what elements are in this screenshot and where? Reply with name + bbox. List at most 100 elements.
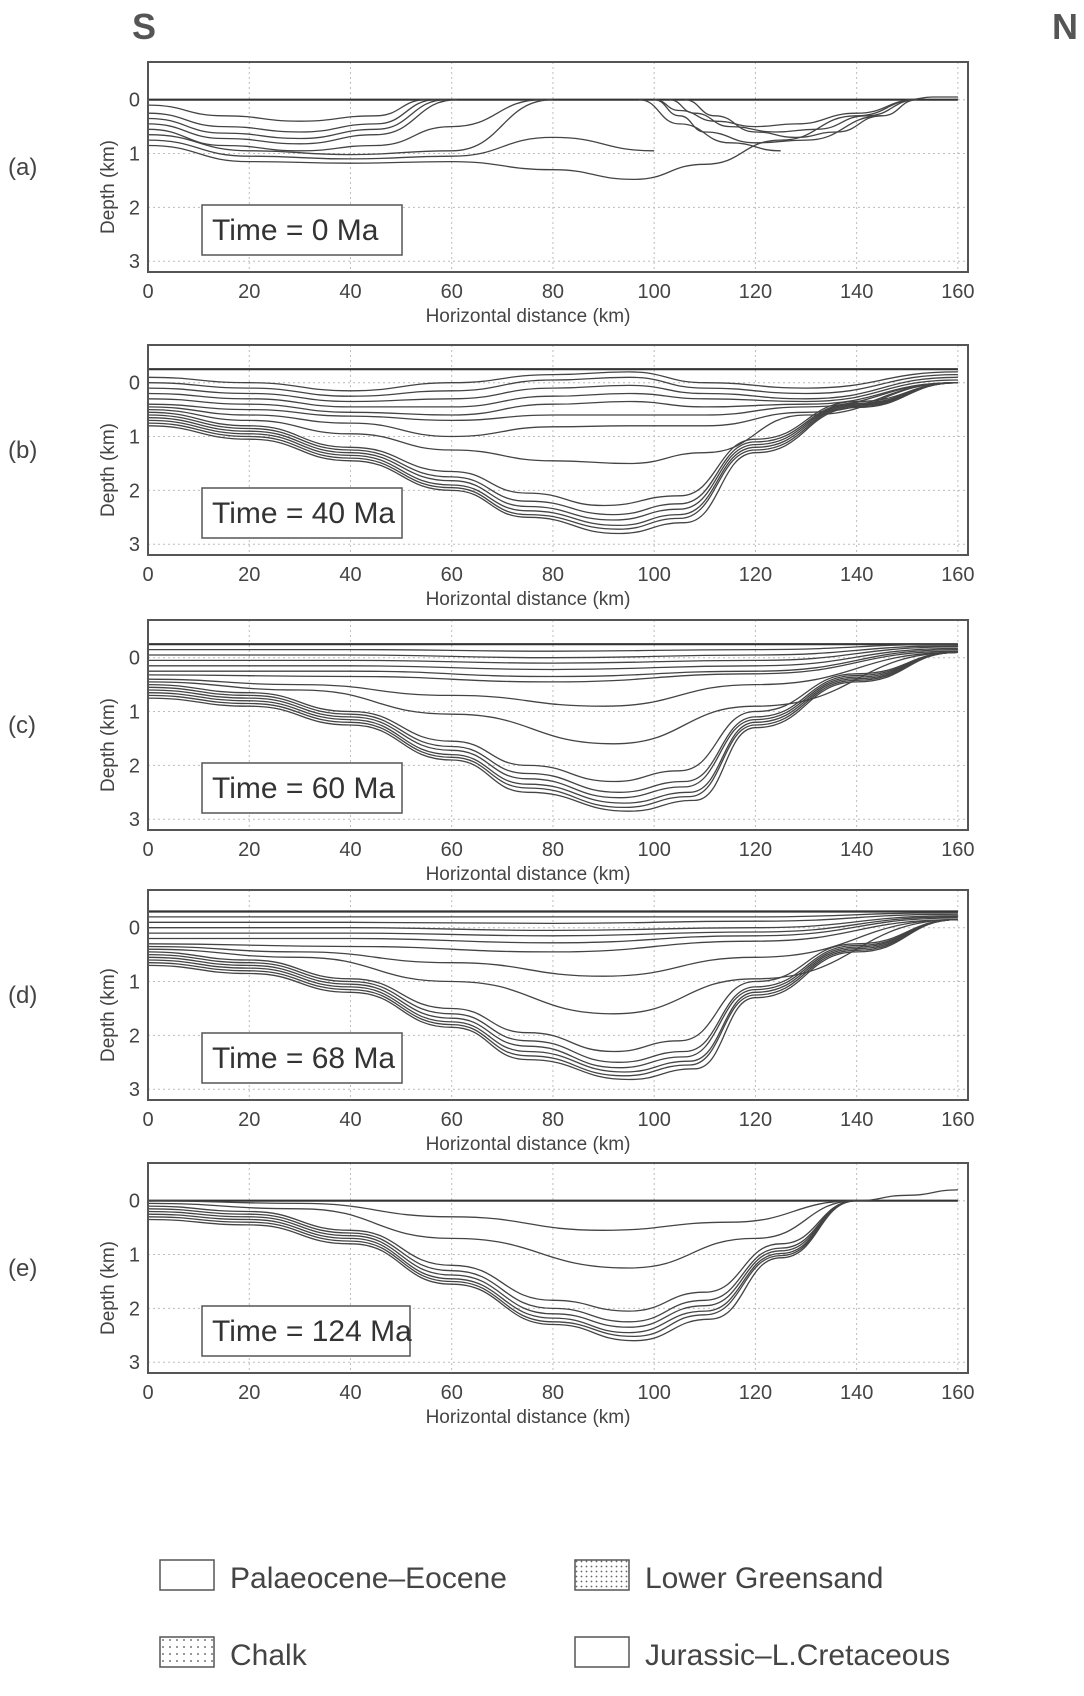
legend-swatch (159, 1636, 215, 1668)
x-tick-label: 100 (637, 564, 670, 586)
horizon-line (147, 1200, 857, 1312)
time-box (201, 204, 403, 256)
x-tick-label: 160 (941, 564, 974, 586)
time-label: Time = 124 Ma (212, 1315, 412, 1348)
legend-item: Palaeocene–Eocene (159, 1559, 507, 1595)
panel-label: (a) (8, 154, 37, 181)
horizon-line (147, 1200, 857, 1338)
horizon-line (654, 99, 883, 144)
horizon-line (147, 651, 958, 793)
x-tick-label: 100 (637, 1382, 670, 1404)
x-tick-label: 20 (238, 281, 260, 303)
x-tick-label: 140 (840, 1382, 873, 1404)
plot-frame (147, 61, 969, 273)
y-tick-label: 3 (129, 1079, 140, 1101)
x-tick-label: 0 (142, 1109, 153, 1131)
horizon-line (148, 646, 958, 664)
horizon-line (148, 913, 958, 925)
horizon-line (147, 136, 655, 160)
x-tick-label: 120 (739, 281, 772, 303)
north-label: N (1052, 6, 1078, 47)
x-axis-label: Horizontal distance (km) (426, 306, 631, 327)
horizon-line (147, 918, 958, 1053)
x-tick-label: 160 (941, 839, 974, 861)
x-tick-label: 40 (339, 1382, 361, 1404)
horizon-line (147, 99, 427, 122)
x-tick-label: 0 (142, 281, 153, 303)
y-tick-label: 2 (129, 755, 140, 777)
legend-label: Jurassic–L.Cretaceous (645, 1639, 950, 1672)
horizon-line (907, 96, 958, 101)
x-tick-label: 60 (441, 564, 463, 586)
horizon-line (147, 918, 958, 977)
horizon-line (147, 376, 958, 403)
horizon-line (147, 382, 958, 530)
panel-a: 0 20 40 60 80 100 120 140 160 0 1 2 3 Horizontal dist… (8, 61, 975, 327)
y-axis-label: Depth (km) (98, 423, 119, 517)
horizon-line (148, 647, 958, 671)
x-axis-label: Horizontal distance (km) (426, 1134, 631, 1155)
horizon-line (147, 651, 958, 707)
horizon-line (148, 911, 958, 918)
time-box (201, 1032, 403, 1084)
south-label: S (132, 6, 156, 47)
x-tick-label: 40 (339, 839, 361, 861)
horizon-line (147, 382, 958, 521)
horizon-line (147, 1200, 857, 1328)
horizon-line (147, 918, 958, 1073)
y-tick-label: 1 (129, 144, 140, 166)
horizon-line (147, 918, 958, 953)
horizon-line (856, 1189, 958, 1202)
horizon-line (147, 99, 918, 181)
horizon-line (147, 918, 958, 1069)
horizon-line (148, 645, 958, 659)
y-tick-label: 0 (129, 90, 140, 112)
horizon-line (147, 651, 958, 804)
horizon-line (147, 1200, 857, 1323)
plot-frame (147, 344, 969, 556)
x-tick-label: 20 (238, 1109, 260, 1131)
time-label: Time = 68 Ma (212, 1042, 395, 1075)
time-label: Time = 60 Ma (212, 772, 395, 805)
y-tick-label: 1 (129, 702, 140, 724)
panel-label: (c) (8, 712, 36, 739)
x-tick-label: 160 (941, 1382, 974, 1404)
y-tick-label: 2 (129, 480, 140, 502)
legend-swatch (574, 1559, 630, 1591)
x-tick-label: 0 (142, 564, 153, 586)
x-tick-label: 120 (739, 1382, 772, 1404)
x-tick-label: 40 (339, 564, 361, 586)
horizon-line (147, 1200, 857, 1269)
y-tick-label: 0 (129, 918, 140, 940)
horizon-line (147, 918, 958, 1081)
legend-item: Jurassic–L.Cretaceous (574, 1636, 950, 1672)
x-tick-label: 40 (339, 1109, 361, 1131)
x-axis-label: Horizontal distance (km) (426, 1407, 631, 1428)
y-tick-label: 3 (129, 809, 140, 831)
x-tick-label: 120 (739, 564, 772, 586)
legend-swatch (574, 1636, 630, 1668)
y-tick-label: 1 (129, 427, 140, 449)
horizon-line (147, 1200, 857, 1342)
x-tick-label: 160 (941, 281, 974, 303)
x-tick-label: 100 (637, 281, 670, 303)
x-tick-label: 0 (142, 1382, 153, 1404)
horizon-line (147, 99, 543, 152)
y-tick-label: 2 (129, 1025, 140, 1047)
horizon-line (147, 382, 958, 422)
horizon-line (147, 650, 958, 683)
y-tick-label: 0 (129, 648, 140, 670)
y-tick-label: 2 (129, 197, 140, 219)
horizon-line (148, 916, 958, 937)
horizon-line (147, 382, 958, 527)
panel-label: (b) (8, 437, 37, 464)
y-tick-label: 1 (129, 1245, 140, 1267)
horizon-line (147, 382, 958, 516)
horizon-line (147, 99, 553, 156)
legend-label: Chalk (230, 1639, 308, 1672)
legend: Palaeocene–Eocene Lower Greensand Chalk Jur… (159, 1559, 950, 1672)
time-box (201, 762, 403, 814)
y-tick-label: 3 (129, 1352, 140, 1374)
y-tick-label: 0 (129, 1191, 140, 1213)
